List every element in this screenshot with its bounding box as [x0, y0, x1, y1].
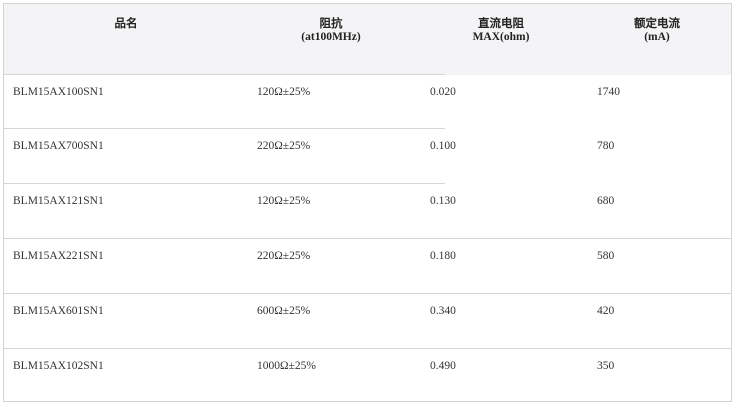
part-name-cell: BLM15AX601SN1	[13, 305, 104, 317]
rated-current-cell: 1740	[597, 86, 620, 98]
header-text: 直流电阻	[478, 18, 524, 30]
spec-table: 品名 阻抗 (at100MHz) 直流电阻 MAX(ohm) 额定电流 (mA)…	[3, 3, 732, 402]
dc-resistance-cell: 0.020	[430, 86, 456, 98]
rated-current-cell: 420	[597, 305, 615, 317]
header-text: 品名	[114, 18, 138, 30]
rated-current-cell: 350	[597, 360, 615, 372]
table-row: BLM15AX601SN1 600Ω±25% 0.340 420	[4, 294, 731, 349]
header-text: 阻抗	[319, 18, 343, 30]
header-subtext: (at100MHz)	[301, 31, 361, 43]
row-divider	[4, 128, 445, 129]
part-name-cell: BLM15AX700SN1	[13, 140, 104, 152]
row-divider	[4, 293, 731, 294]
dc-resistance-cell: 0.340	[430, 305, 456, 317]
dc-resistance-cell: 0.100	[430, 140, 456, 152]
row-divider	[4, 74, 445, 75]
header-text: 额定电流	[634, 18, 680, 30]
rated-current-cell: 580	[597, 250, 615, 262]
table-row: BLM15AX221SN1 220Ω±25% 0.180 580	[4, 239, 731, 294]
rated-current-cell: 780	[597, 140, 615, 152]
part-name-cell: BLM15AX102SN1	[13, 360, 104, 372]
table-row: BLM15AX121SN1 120Ω±25% 0.130 680	[4, 184, 731, 239]
part-name-cell: BLM15AX121SN1	[13, 195, 104, 207]
header-rated-current: 额定电流 (mA)	[607, 18, 707, 44]
dc-resistance-cell: 0.490	[430, 360, 456, 372]
part-name-cell: BLM15AX221SN1	[13, 250, 104, 262]
table-row: BLM15AX102SN1 1000Ω±25% 0.490 350	[4, 349, 731, 404]
impedance-cell: 220Ω±25%	[257, 250, 311, 262]
row-divider	[4, 183, 445, 184]
row-divider	[4, 348, 731, 349]
impedance-cell: 600Ω±25%	[257, 305, 311, 317]
header-subtext: (mA)	[644, 31, 670, 43]
header-subtext: MAX(ohm)	[472, 31, 530, 43]
header-dc-resistance: 直流电阻 MAX(ohm)	[451, 18, 551, 44]
dc-resistance-cell: 0.180	[430, 250, 456, 262]
header-impedance: 阻抗 (at100MHz)	[281, 18, 381, 44]
impedance-cell: 1000Ω±25%	[257, 360, 316, 372]
impedance-cell: 120Ω±25%	[257, 86, 311, 98]
impedance-cell: 220Ω±25%	[257, 140, 311, 152]
row-divider	[4, 238, 731, 239]
header-part-name: 品名	[76, 18, 176, 31]
dc-resistance-cell: 0.130	[430, 195, 456, 207]
table-row: BLM15AX700SN1 220Ω±25% 0.100 780	[4, 129, 731, 184]
table-row: BLM15AX100SN1 120Ω±25% 0.020 1740	[4, 75, 731, 130]
impedance-cell: 120Ω±25%	[257, 195, 311, 207]
part-name-cell: BLM15AX100SN1	[13, 86, 104, 98]
table-header: 品名 阻抗 (at100MHz) 直流电阻 MAX(ohm) 额定电流 (mA)	[4, 4, 731, 75]
rated-current-cell: 680	[597, 195, 615, 207]
